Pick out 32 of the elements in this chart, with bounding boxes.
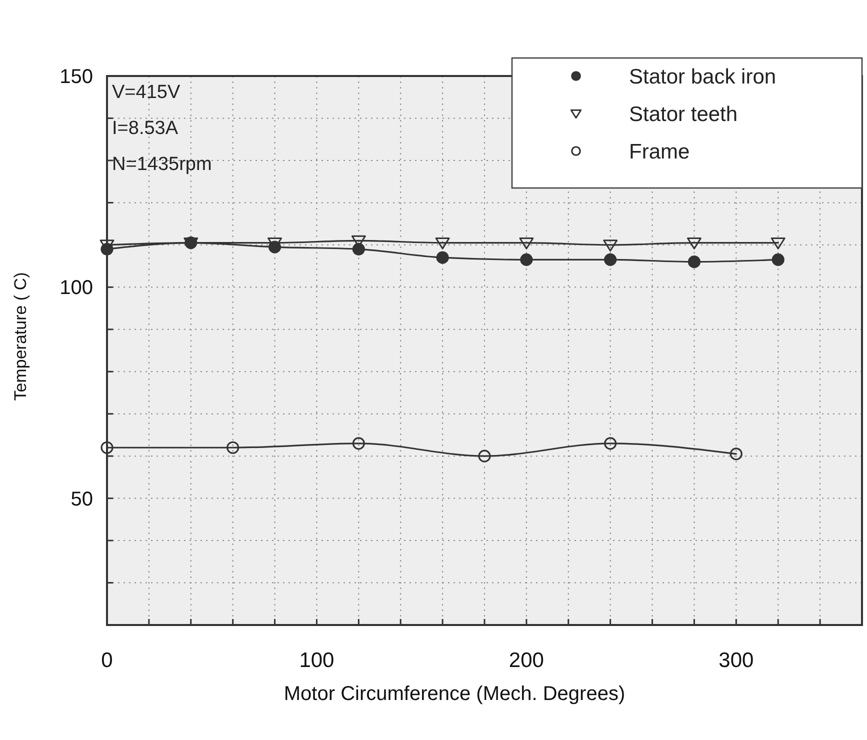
point xyxy=(603,240,618,252)
point xyxy=(478,450,491,462)
point xyxy=(519,238,534,250)
point xyxy=(435,238,450,250)
legend-label: Stator back iron xyxy=(629,65,776,88)
point xyxy=(436,251,449,264)
x-axis-title: Motor Circumference (Mech. Degrees) xyxy=(284,683,626,705)
x-tick-label: 300 xyxy=(718,649,754,672)
annotation: I=8.53A xyxy=(112,118,178,139)
point xyxy=(100,441,114,454)
point xyxy=(772,253,784,266)
point xyxy=(604,437,617,450)
legend-label: Frame xyxy=(629,140,690,164)
point xyxy=(730,448,742,460)
legend-label: Stator teeth xyxy=(629,102,738,126)
x-tick-label: 0 xyxy=(101,649,113,672)
annotation: N=1435rpm xyxy=(112,154,212,175)
y-tick-label: 150 xyxy=(60,66,93,88)
annotation: V=415V xyxy=(112,82,180,103)
point xyxy=(520,253,533,266)
y-tick-label: 100 xyxy=(60,277,93,300)
point xyxy=(770,238,786,250)
point xyxy=(604,253,617,266)
point xyxy=(688,256,701,268)
point xyxy=(226,441,240,454)
point xyxy=(686,238,702,250)
y-axis-title: Temperature ( C) xyxy=(11,272,30,401)
x-tick-label: 100 xyxy=(299,649,334,672)
y-tick-label: 50 xyxy=(70,488,93,510)
point xyxy=(352,437,365,450)
x-tick-label: 200 xyxy=(508,649,544,672)
point xyxy=(352,242,365,256)
